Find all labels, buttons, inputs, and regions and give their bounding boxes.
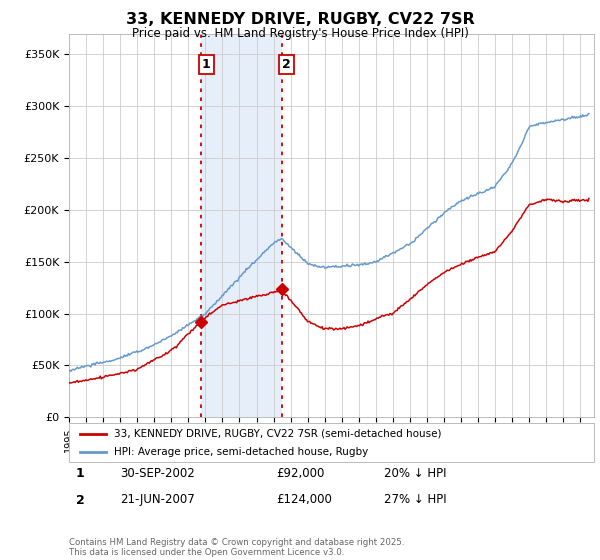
Text: 2: 2 [282,58,291,71]
Text: 27% ↓ HPI: 27% ↓ HPI [384,493,446,506]
Text: 2: 2 [76,493,85,507]
Bar [201,34,281,417]
Text: £124,000: £124,000 [276,493,332,506]
Text: Price paid vs. HM Land Registry's House Price Index (HPI): Price paid vs. HM Land Registry's House … [131,27,469,40]
Text: Contains HM Land Registry data © Crown copyright and database right 2025.
This d: Contains HM Land Registry data © Crown c… [69,538,404,557]
Text: 20% ↓ HPI: 20% ↓ HPI [384,466,446,480]
Text: 33, KENNEDY DRIVE, RUGBY, CV22 7SR (semi-detached house): 33, KENNEDY DRIVE, RUGBY, CV22 7SR (semi… [113,429,441,439]
Text: 21-JUN-2007: 21-JUN-2007 [120,493,195,506]
Text: 33, KENNEDY DRIVE, RUGBY, CV22 7SR: 33, KENNEDY DRIVE, RUGBY, CV22 7SR [125,12,475,27]
Text: 30-SEP-2002: 30-SEP-2002 [120,466,195,480]
Text: 1: 1 [202,58,211,71]
Text: HPI: Average price, semi-detached house, Rugby: HPI: Average price, semi-detached house,… [113,447,368,457]
Text: 1: 1 [76,467,85,480]
Text: £92,000: £92,000 [276,466,325,480]
